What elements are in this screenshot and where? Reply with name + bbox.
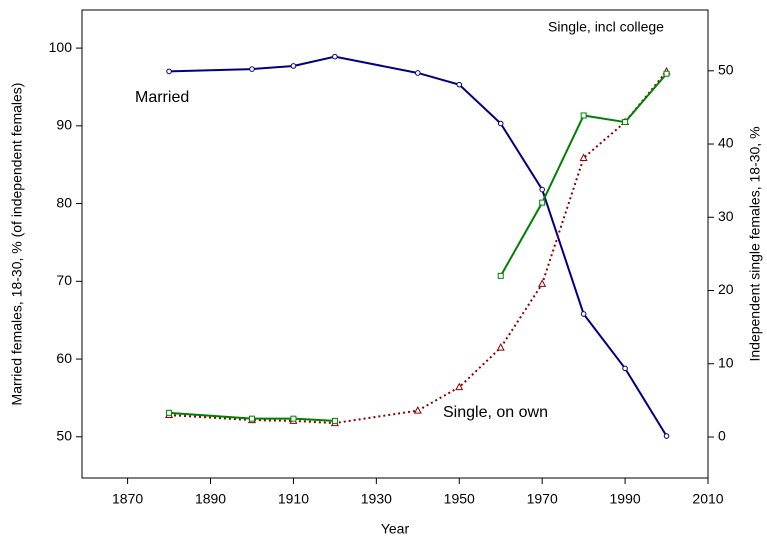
point-marker <box>456 81 463 88</box>
point-marker <box>166 68 172 75</box>
x-tick-label: 2010 <box>692 491 723 507</box>
x-tick-label: 1990 <box>610 491 641 507</box>
point-marker <box>496 343 505 351</box>
x-tick-label: 1910 <box>278 491 309 507</box>
x-tick-label: 1970 <box>527 491 558 507</box>
point-marker <box>166 409 173 416</box>
point-marker <box>248 415 255 422</box>
point-marker <box>663 433 670 439</box>
point-marker <box>455 382 464 391</box>
point-marker <box>539 186 545 193</box>
y-tick-label: 80 <box>56 194 72 210</box>
series-line <box>169 55 668 437</box>
y-tick-label: 90 <box>56 117 72 133</box>
point-marker <box>331 417 338 424</box>
y-tick-label: 100 <box>49 39 73 55</box>
point-marker <box>290 63 297 69</box>
point-marker <box>580 311 587 317</box>
y2-tick-label: 10 <box>718 354 734 370</box>
point-marker <box>579 153 588 161</box>
point-marker <box>622 365 628 372</box>
point-marker <box>249 66 255 72</box>
series-annotation: Single, incl college <box>548 19 664 35</box>
point-marker <box>413 406 422 414</box>
y-axis-label: Married females, 18-30, % (of independen… <box>9 83 25 406</box>
y2-tick-label: 0 <box>718 428 726 444</box>
plot-frame <box>81 9 709 479</box>
point-marker <box>497 120 504 127</box>
series-annotation: Single, on own <box>443 404 548 421</box>
series-line <box>168 73 668 422</box>
series-line <box>168 70 668 425</box>
point-marker <box>580 112 587 119</box>
y-tick-label: 60 <box>56 350 72 366</box>
y2-tick-label: 40 <box>718 135 734 151</box>
x-tick-label: 1870 <box>112 491 143 507</box>
y-tick-label: 50 <box>56 428 72 444</box>
series-annotation: Married <box>135 89 189 106</box>
x-tick-label: 1930 <box>361 491 392 507</box>
point-marker <box>538 279 547 287</box>
y2-axis-label: Independent single females, 18-30, % <box>747 126 763 361</box>
point-marker <box>415 70 421 76</box>
x-tick-label: 1890 <box>195 491 226 507</box>
point-marker <box>622 119 629 126</box>
point-marker <box>290 415 297 422</box>
point-marker <box>539 199 546 206</box>
y2-tick-label: 30 <box>718 208 734 224</box>
point-marker <box>497 272 504 279</box>
point-marker <box>332 53 338 60</box>
y-tick-label: 70 <box>56 272 72 288</box>
y2-tick-label: 20 <box>718 281 734 297</box>
x-axis-label: Year <box>381 521 410 537</box>
y2-tick-label: 50 <box>718 61 734 77</box>
x-tick-label: 1950 <box>444 491 475 507</box>
point-marker <box>663 70 670 77</box>
